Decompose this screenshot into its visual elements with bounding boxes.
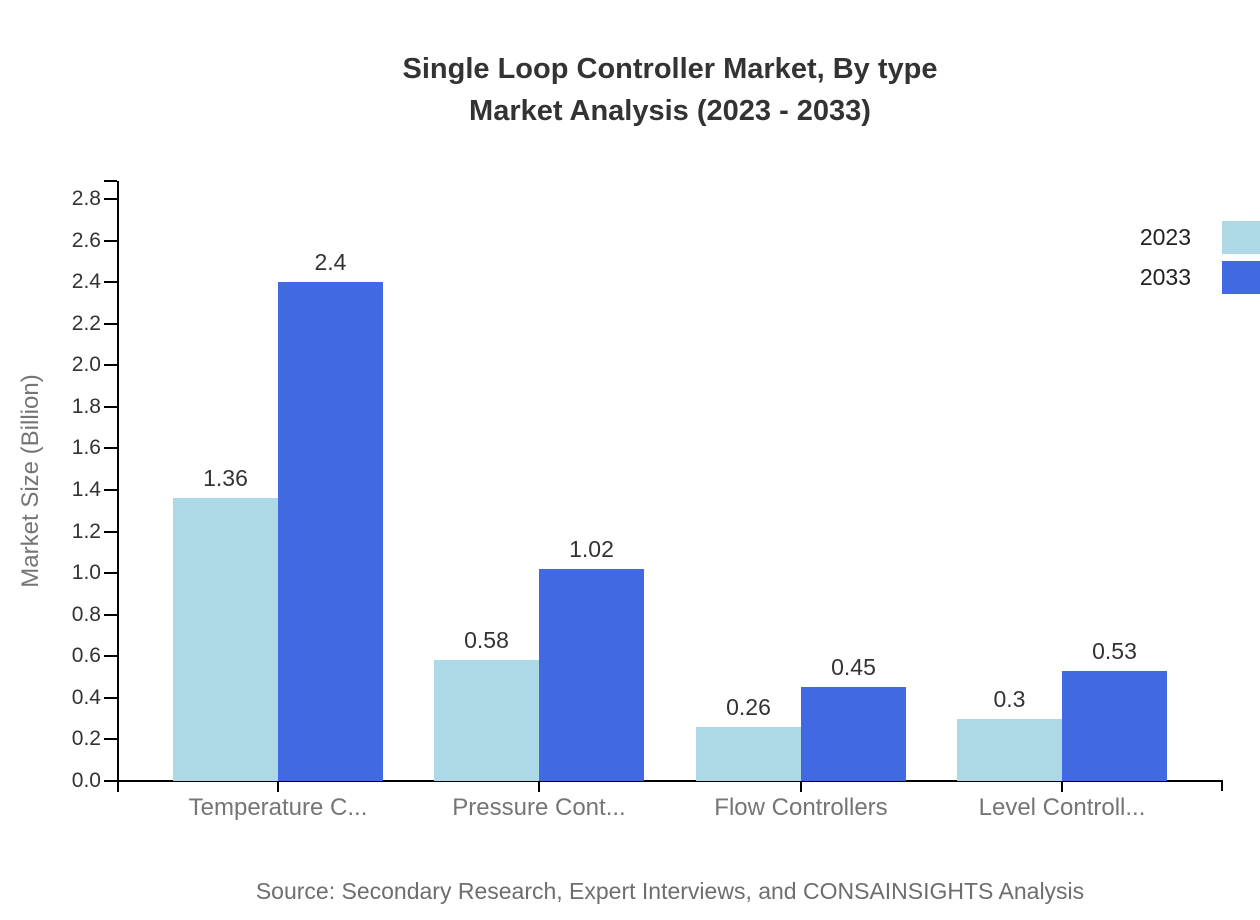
bar-value-label: 0.3 [993,686,1026,712]
y-tick-label: 0.0 [71,769,101,792]
y-tick [104,281,117,284]
y-tick [104,322,117,325]
y-tick-label: 1.4 [71,478,101,501]
x-tick [538,781,540,792]
bar-value-label: 0.45 [831,654,876,680]
bar-value-label: 0.58 [464,627,509,653]
y-tick-label: 0.4 [71,685,101,709]
bar-2023-4 [957,719,1062,781]
y-tick-label: 0.6 [71,644,101,668]
y-axis-end-tick [104,180,117,182]
category-label: Flow Controllers [714,794,888,821]
y-tick-label: 0.8 [71,602,101,626]
legend-label: 2033 [1139,264,1191,290]
x-tick [800,781,802,792]
bar-value-label: 1.02 [569,536,614,562]
y-tick [104,405,117,408]
y-tick [104,696,117,699]
bar-2023-1 [173,498,278,781]
category-label: Temperature C... [188,794,368,821]
source-note: Source: Secondary Research, Expert Inter… [255,878,1085,904]
legend-swatch [1222,221,1260,254]
chart-title-line1: Single Loop Controller Market, By type [402,53,938,85]
x-axis-line [117,780,1223,782]
bar-value-label: 0.26 [726,694,771,720]
bar-2023-3 [696,727,801,781]
bar-value-label: 1.36 [203,465,248,491]
y-tick-label: 2.2 [71,311,101,335]
y-tick [104,780,117,782]
y-tick [104,613,117,616]
bar-value-label: 0.53 [1092,638,1137,664]
x-tick [277,781,279,792]
y-tick-label: 2.6 [71,228,101,252]
chart-title-line2: Market Analysis (2023 - 2033) [469,95,871,127]
y-tick [104,239,117,242]
x-axis-end-tick [1221,780,1223,791]
bar-2033-2 [539,569,644,781]
y-tick [104,198,117,200]
y-tick-label: 1.8 [71,394,101,418]
legend-swatch [1222,261,1260,294]
bar-value-label: 2.4 [314,249,347,275]
bar-2033-1 [278,282,383,781]
bar-2023-2 [434,660,539,781]
legend-item-2023: 2023 [1140,221,1260,254]
legend-item-2033: 2033 [1140,261,1260,294]
category-label: Level Controll... [978,794,1146,821]
legend: 2023 2033 [1140,221,1260,294]
category-label: Pressure Cont... [452,794,626,821]
y-axis-line [117,181,119,792]
y-tick [104,530,117,533]
y-tick-label: 1.2 [71,519,101,543]
y-tick [104,655,117,658]
chart-title: Single Loop Controller Market, By type M… [118,48,1222,132]
y-tick-label: 2.0 [71,353,101,377]
y-tick [104,364,117,367]
bar-2033-3 [801,687,906,781]
x-tick [1061,781,1063,792]
y-tick [104,489,117,491]
legend-label: 2023 [1139,224,1191,250]
y-tick [104,447,117,450]
y-tick-label: 2.8 [71,187,101,210]
y-tick-label: 2.4 [71,270,101,294]
y-tick-label: 1.0 [71,561,101,585]
y-tick [104,738,117,741]
y-tick-label: 1.6 [71,436,101,460]
y-tick-label: 0.2 [71,727,101,751]
y-tick [104,572,117,575]
bar-2033-4 [1062,671,1167,781]
